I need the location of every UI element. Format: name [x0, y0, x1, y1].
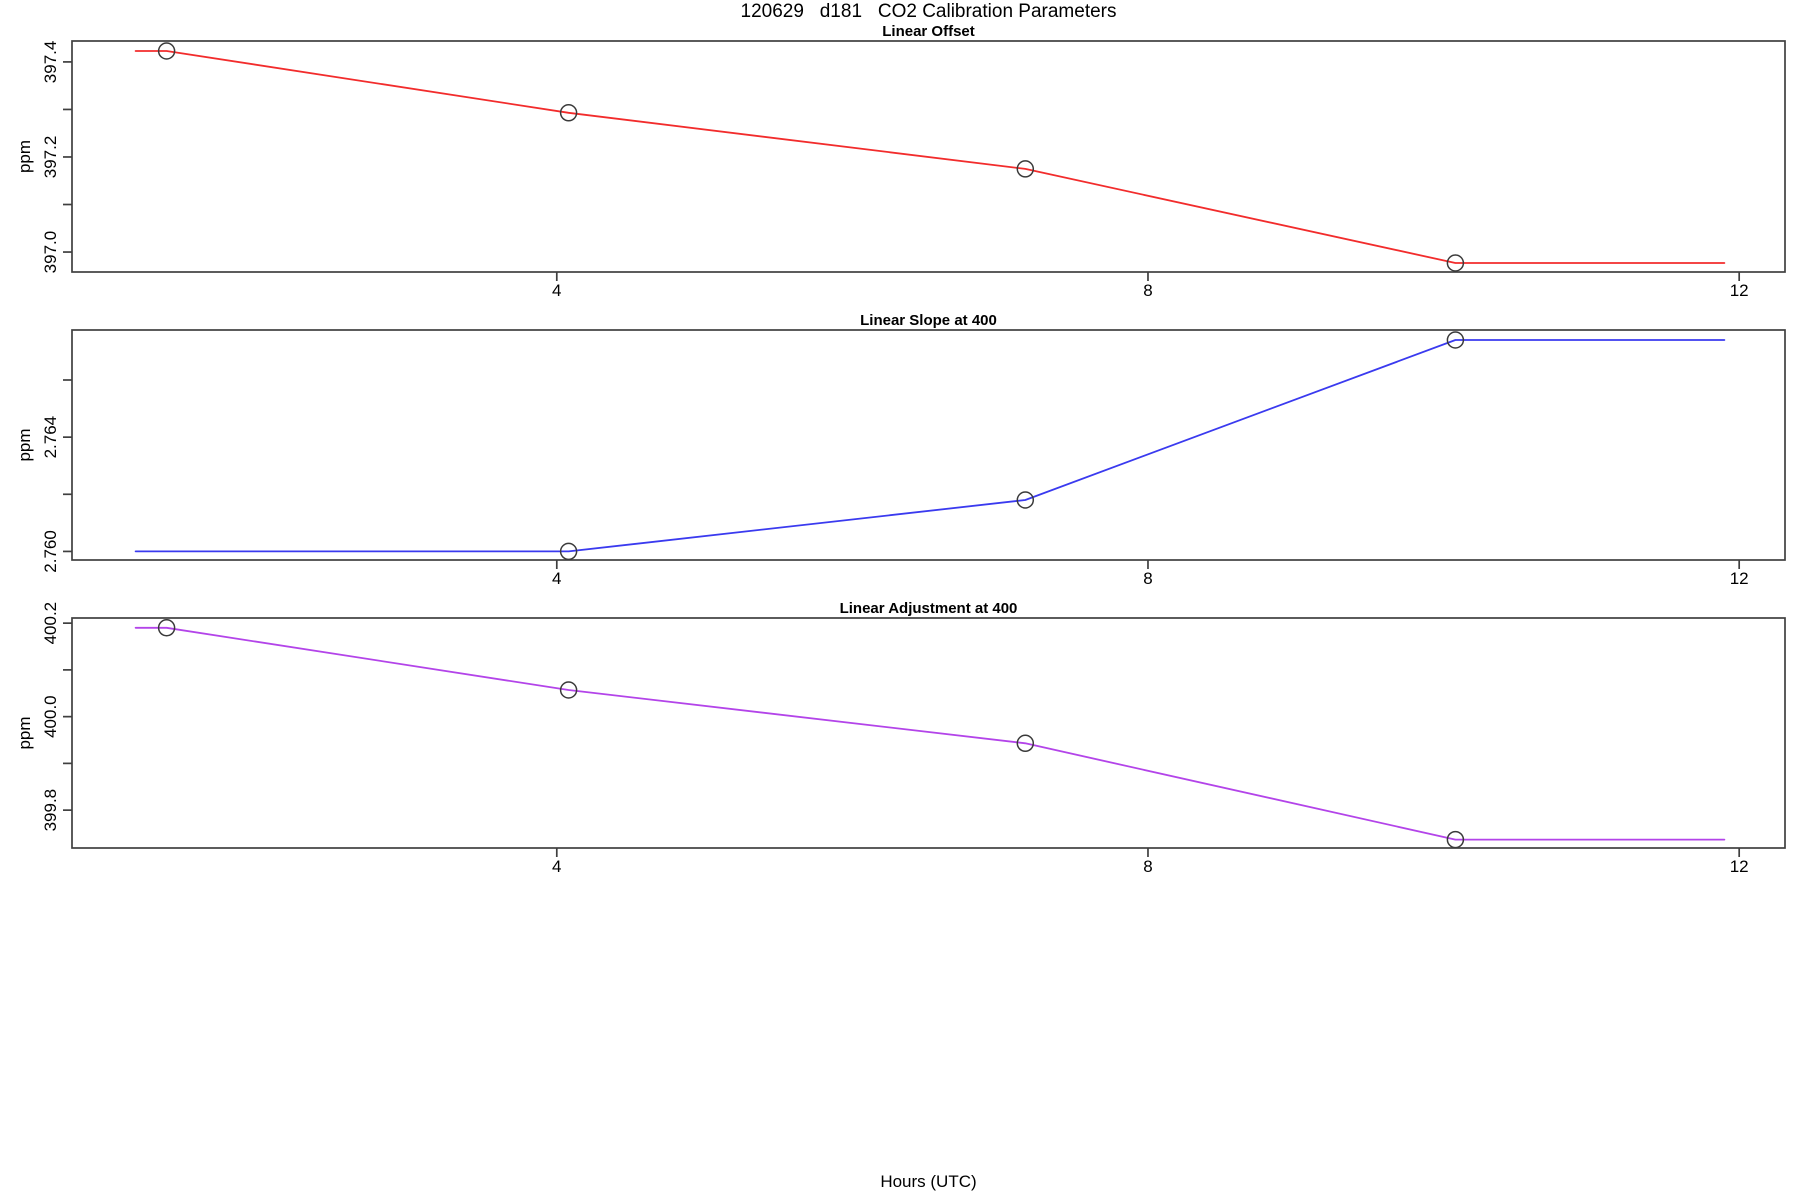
panel-title-linear-adjustment: Linear Adjustment at 400: [839, 600, 1018, 617]
panel-linear-offset: 4 8 12 397.0 397.2 397.4 ppm: [15, 40, 1786, 300]
x-tick-label: 4: [552, 857, 561, 876]
y-axis-label: ppm: [15, 140, 34, 173]
x-axis-label: Hours (UTC): [880, 1172, 977, 1191]
panel-linear-adjustment-at-400: 4 8 12 399.8 400.0 400.2 ppm: [15, 602, 1786, 876]
data-point-marker: [1016, 734, 1035, 753]
x-tick-label: 8: [1143, 569, 1152, 588]
y-tick-label: 2.764: [41, 416, 60, 459]
y-tick-label: 397.2: [41, 136, 60, 179]
series-line: [134, 339, 1726, 553]
y-tick-label: 397.0: [41, 231, 60, 274]
y-tick-label: 400.0: [41, 695, 60, 738]
data-point-marker: [1016, 160, 1035, 178]
y-axis-label: ppm: [15, 428, 34, 461]
x-tick-label: 4: [552, 281, 561, 300]
data-point-marker: [1446, 830, 1465, 849]
plot-border: [71, 617, 1786, 849]
panel-title-linear-offset: Linear Offset: [882, 23, 975, 40]
y-tick-label: 397.4: [41, 41, 60, 84]
data-point-marker: [1016, 491, 1035, 509]
y-axis-label: ppm: [15, 716, 34, 749]
y-tick-label: 399.8: [41, 789, 60, 832]
data-point-marker: [157, 42, 176, 60]
y-tick-label: 400.2: [41, 602, 60, 645]
data-point-marker: [1446, 331, 1465, 349]
x-tick-label: 8: [1143, 281, 1152, 300]
x-tick-label: 8: [1143, 857, 1152, 876]
data-point-marker: [559, 104, 578, 122]
data-point-marker: [1446, 254, 1465, 272]
x-tick-label: 4: [552, 569, 561, 588]
data-point-marker: [559, 681, 578, 699]
data-point-marker: [559, 542, 578, 561]
x-tick-label: 12: [1730, 281, 1749, 300]
panel-linear-slope-at-400: 4 8 12 2.760 2.764 ppm: [15, 329, 1786, 588]
series-line: [134, 50, 1726, 264]
plot-border: [71, 329, 1786, 561]
data-point-marker: [157, 619, 176, 637]
series-line: [134, 626, 1726, 841]
x-tick-label: 12: [1730, 857, 1749, 876]
panel-title-linear-slope: Linear Slope at 400: [860, 312, 997, 329]
chart-title: 120629 d181 CO2 Calibration Parameters: [740, 1, 1117, 22]
y-tick-label: 2.760: [41, 530, 60, 573]
x-tick-label: 12: [1730, 569, 1749, 588]
